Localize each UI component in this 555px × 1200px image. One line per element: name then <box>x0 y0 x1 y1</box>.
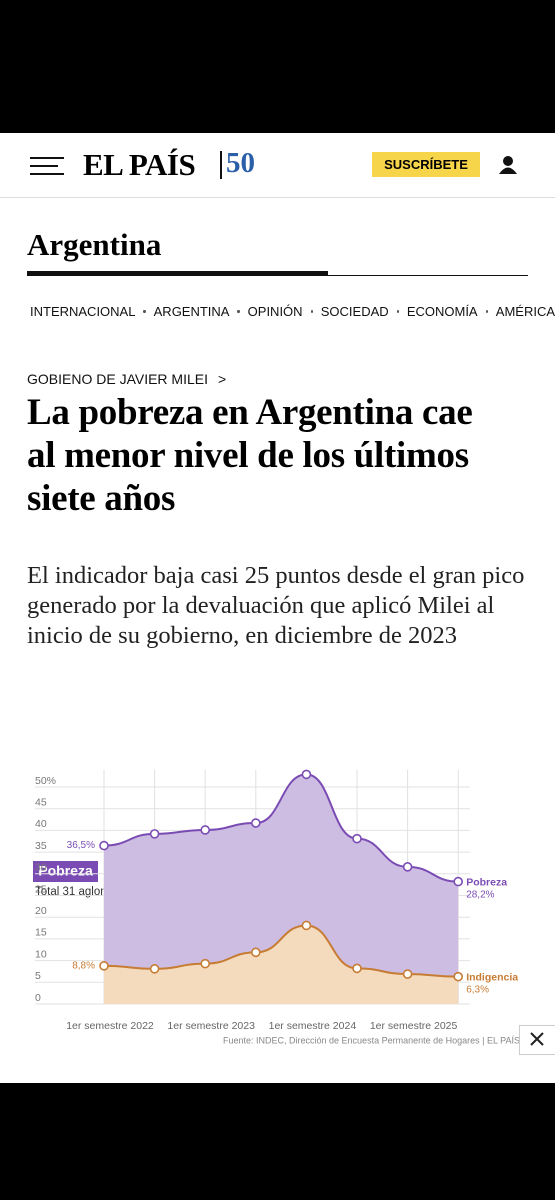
y-tick-label: 40 <box>35 818 47 830</box>
point <box>301 769 312 780</box>
x-tick-label: 1er semestre 2022 <box>66 1020 154 1032</box>
chart: PobrezaeindigenciaTotal 31 aglomerados u… <box>33 769 520 1045</box>
point <box>352 963 362 974</box>
y-tick-label: 35 <box>35 840 47 852</box>
y-tick-label: 50% <box>35 775 56 787</box>
nav-separator <box>485 310 488 313</box>
point <box>200 825 210 835</box>
series-label: Indigencia <box>466 971 518 983</box>
point <box>301 920 312 931</box>
section-bar <box>27 271 328 276</box>
value-label: 36,5% <box>67 840 95 851</box>
y-tick-label: 30 <box>35 862 47 874</box>
close-ad-button[interactable] <box>519 1025 555 1055</box>
area <box>104 925 459 1004</box>
nav-item[interactable]: ECONOMÍA <box>406 304 478 319</box>
point <box>453 876 464 887</box>
value-label: 28,2% <box>466 889 494 900</box>
title-word: Pobreza <box>38 863 93 879</box>
point <box>352 833 362 844</box>
header-divider <box>0 197 555 198</box>
subscribe-button[interactable]: SUSCRÍBETE <box>372 152 480 177</box>
line <box>103 924 459 978</box>
point <box>402 862 413 872</box>
nav-separator <box>310 310 313 313</box>
point <box>149 829 160 839</box>
y-tick-label: 20 <box>35 905 47 917</box>
nav-item[interactable]: SOCIEDAD <box>320 304 389 319</box>
value-label: 6,3% <box>466 984 489 995</box>
x-tick-label: 1er semestre 2025 <box>370 1020 458 1032</box>
point <box>251 818 261 828</box>
subheadline: El indicador baja casi 25 puntos desde e… <box>27 562 525 649</box>
section-title[interactable]: Argentina <box>27 227 162 262</box>
x-tick-label: 1er semestre 2023 <box>167 1020 255 1032</box>
logo-divider <box>220 151 222 179</box>
title-badge <box>33 861 98 882</box>
nav-item[interactable]: ARGENTINA <box>153 304 230 319</box>
nav-item[interactable]: INTERNACIONAL <box>30 304 136 319</box>
y-tick-label: 45 <box>35 796 47 808</box>
nav-item[interactable]: OPINIÓN <box>247 304 303 319</box>
area <box>104 774 459 1004</box>
value-label: 8,8% <box>72 960 95 971</box>
series-label: Pobreza <box>466 876 507 888</box>
menu-icon[interactable] <box>30 157 64 175</box>
point <box>402 969 413 979</box>
kicker-arrow: > <box>218 371 227 387</box>
anniversary-mark: 50 <box>226 147 255 179</box>
point <box>99 840 109 851</box>
kicker-text[interactable]: GOBIENO DE JAVIER MILEI <box>27 371 209 387</box>
point <box>149 964 160 974</box>
y-tick-label: 25 <box>35 883 47 895</box>
line <box>103 773 459 883</box>
y-tick-label: 0 <box>35 992 41 1004</box>
brand-logo[interactable]: EL PAÍS <box>83 147 196 182</box>
point <box>453 971 464 982</box>
point <box>200 958 210 969</box>
article-page: EL PAÍS 50 SUSCRÍBETE Argentina INTERNAC… <box>0 133 555 1083</box>
nav-separator <box>237 310 240 313</box>
kicker: GOBIENO DE JAVIER MILEI > <box>27 371 226 387</box>
section-line <box>27 275 528 276</box>
section-nav: INTERNACIONAL ARGENTINA OPINIÓN SOCIEDAD ECO… <box>30 304 555 319</box>
nav-separator <box>396 310 399 313</box>
point <box>99 961 109 971</box>
x-tick-label: 1er semestre 2024 <box>269 1020 357 1032</box>
headline: La pobreza en Argentina cae al menor niv… <box>27 392 473 519</box>
y-tick-label: 5 <box>35 970 41 982</box>
y-tick-label: 15 <box>35 927 47 939</box>
nav-item[interactable]: AMÉRICA <box>495 304 555 319</box>
y-tick-label: 10 <box>35 948 47 960</box>
point <box>251 947 261 958</box>
user-icon[interactable] <box>498 155 518 175</box>
chart-source: Fuente: INDEC, Dirección de Encuesta Per… <box>223 1035 520 1045</box>
nav-separator <box>143 310 146 313</box>
